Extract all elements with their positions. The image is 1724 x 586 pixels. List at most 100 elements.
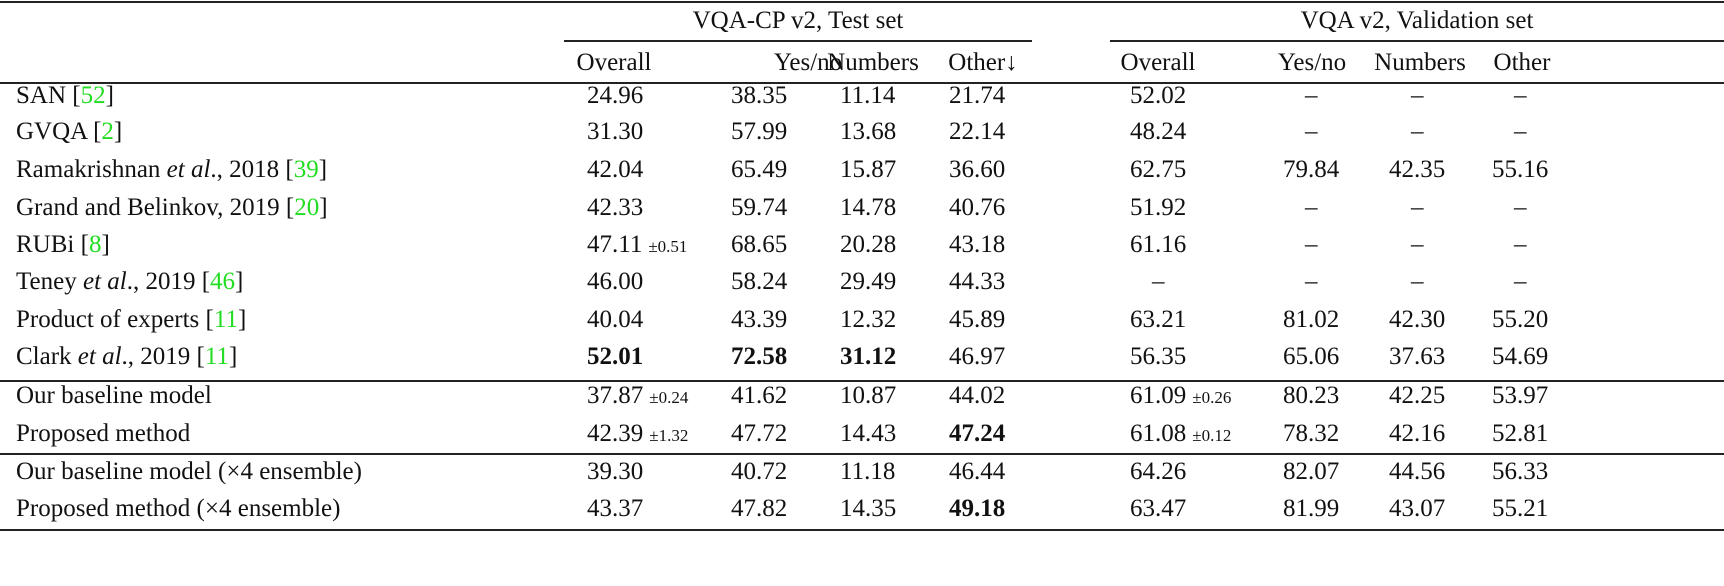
cell-val-numbers: 42.30 — [1389, 305, 1445, 335]
cell-value: – — [1305, 194, 1318, 221]
cell-val-overall: 52.02 — [1130, 81, 1186, 111]
cell-val-other: 56.33 — [1492, 457, 1548, 487]
cell-value: 36.60 — [949, 156, 1006, 183]
method-label: Ramakrishnan — [16, 156, 161, 183]
cell-val-other: – — [1514, 81, 1527, 111]
header-rule — [0, 82, 1724, 84]
method-name: Our baseline model — [16, 381, 212, 411]
cell-value: 52.81 — [1492, 420, 1549, 447]
method-label: GVQA — [16, 118, 87, 145]
method-label: Our baseline model (×4 ensemble) — [16, 458, 362, 485]
col-header-val-overall: Overall — [1120, 49, 1196, 76]
cell-val-overall: 63.21 — [1130, 305, 1186, 335]
group-header-vqav2: VQA v2, Validation set — [1300, 7, 1534, 34]
cell-cp-yesno: 47.82 — [731, 494, 787, 524]
cell-value: 46.97 — [949, 343, 1006, 370]
cell-value: 48.24 — [1130, 118, 1187, 145]
cell-cp-other: 36.60 — [949, 155, 1005, 185]
cell-val-yesno: 81.02 — [1283, 305, 1339, 335]
citation-link[interactable]: 52 — [80, 82, 106, 109]
cell-value: 65.49 — [731, 156, 788, 183]
cell-value: 20.28 — [840, 231, 897, 258]
cell-value: 44.02 — [949, 382, 1006, 409]
citation-link[interactable]: 39 — [293, 156, 319, 183]
cell-value: 63.21 — [1130, 306, 1187, 333]
cell-value: 42.33 — [587, 194, 644, 221]
cell-val-other: – — [1514, 193, 1527, 223]
cell-val-numbers: 42.25 — [1389, 381, 1445, 411]
cell-cp-numbers: 31.12 — [840, 342, 896, 372]
cell-cp-other: 43.18 — [949, 230, 1005, 260]
method-name: Product of experts [11] — [16, 306, 247, 333]
cell-val-overall: 56.35 — [1130, 342, 1186, 372]
cell-val-overall: 61.08 ±0.12 — [1130, 419, 1231, 449]
cell-val-other: – — [1514, 230, 1527, 260]
col-header-cp-other: Other↓ — [948, 49, 1018, 76]
col-header-val-numbers: Numbers — [1374, 49, 1466, 76]
cell-val-other: 55.20 — [1492, 305, 1548, 335]
cell-val-yesno: 80.23 — [1283, 381, 1339, 411]
cell-value: – — [1305, 118, 1318, 145]
citation-link[interactable]: 20 — [294, 194, 320, 221]
cell-value: 68.65 — [731, 231, 788, 258]
cell-cp-other: 45.89 — [949, 305, 1005, 335]
cell-cp-overall: 39.30 — [587, 457, 643, 487]
cell-value: 14.43 — [840, 420, 897, 447]
method-etal: et al — [166, 156, 211, 183]
method-etal: et al — [82, 268, 127, 295]
cell-cp-numbers: 13.68 — [840, 117, 896, 147]
cell-cp-numbers: 14.35 — [840, 494, 896, 524]
cell-cp-yesno: 43.39 — [731, 305, 787, 335]
cell-value: 78.32 — [1283, 420, 1340, 447]
cell-val-yesno: 82.07 — [1283, 457, 1339, 487]
std-dev: ±0.24 — [649, 388, 689, 407]
cell-value: 46.00 — [587, 268, 644, 295]
cell-val-numbers: 42.16 — [1389, 419, 1445, 449]
cell-val-numbers: – — [1411, 81, 1424, 111]
cell-val-overall: 51.92 — [1130, 193, 1186, 223]
cell-value: 61.08 — [1130, 420, 1187, 447]
cell-val-other: 54.69 — [1492, 342, 1548, 372]
cell-value: – — [1152, 268, 1165, 295]
cell-cp-yesno: 72.58 — [731, 342, 787, 372]
cell-val-other: – — [1514, 267, 1527, 297]
cell-value: 15.87 — [840, 156, 897, 183]
cell-value: 72.58 — [731, 343, 788, 370]
cell-val-yesno: 78.32 — [1283, 419, 1339, 449]
method-label: SAN — [16, 82, 67, 109]
citation-link[interactable]: 8 — [88, 231, 102, 258]
cell-val-overall: – — [1152, 267, 1165, 297]
citation-link[interactable]: 46 — [210, 268, 236, 295]
method-name: Proposed method — [16, 419, 190, 449]
cell-value: – — [1305, 82, 1318, 109]
cell-value: 40.04 — [587, 306, 644, 333]
method-name: Proposed method (×4 ensemble) — [16, 494, 340, 524]
cell-value: – — [1411, 118, 1424, 145]
cell-val-overall: 64.26 — [1130, 457, 1186, 487]
cell-value: – — [1411, 194, 1424, 221]
cell-value: 31.30 — [587, 118, 644, 145]
cell-value: 42.16 — [1389, 420, 1446, 447]
cell-cp-numbers: 10.87 — [840, 381, 896, 411]
cell-cp-numbers: 12.32 — [840, 305, 896, 335]
cell-cp-yesno: 41.62 — [731, 381, 787, 411]
citation-link[interactable]: 2 — [101, 118, 114, 145]
method-name: SAN [52] — [16, 82, 114, 109]
cell-value: 39.30 — [587, 458, 644, 485]
cell-cp-numbers: 14.78 — [840, 193, 896, 223]
group-header-vqacp: VQA-CP v2, Test set — [692, 7, 904, 34]
col-header-cp-numbers: Numbers — [827, 49, 919, 76]
cell-val-overall: 48.24 — [1130, 117, 1186, 147]
method-year: ., 2019 — [126, 268, 196, 295]
cell-cp-overall: 37.87 ±0.24 — [587, 381, 688, 411]
cell-value: 56.33 — [1492, 458, 1549, 485]
citation-link[interactable]: 11 — [213, 306, 238, 333]
bottom-rule — [0, 529, 1724, 531]
cell-value: 47.82 — [731, 495, 788, 522]
method-label: Grand and Belinkov, 2019 — [16, 194, 280, 221]
cell-value: 42.30 — [1389, 306, 1446, 333]
cell-value: 42.39 — [587, 420, 644, 447]
citation-link[interactable]: 11 — [204, 343, 229, 370]
method-name: GVQA [2] — [16, 118, 123, 145]
cell-cp-numbers: 14.43 — [840, 419, 896, 449]
